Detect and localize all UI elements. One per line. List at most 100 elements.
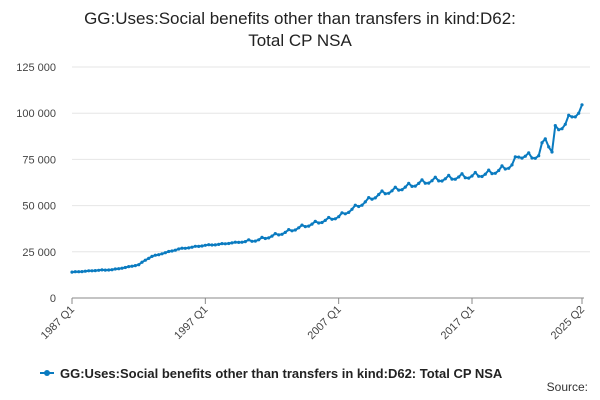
- data-point: [270, 234, 274, 238]
- data-point: [517, 155, 521, 159]
- data-point: [77, 270, 81, 274]
- data-point: [523, 154, 527, 158]
- data-point: [190, 245, 194, 249]
- data-point: [480, 174, 484, 179]
- data-point: [323, 218, 327, 222]
- data-point: [193, 244, 197, 248]
- data-point: [243, 240, 247, 244]
- data-point: [307, 224, 311, 228]
- data-point: [403, 185, 407, 189]
- data-point: [120, 266, 124, 270]
- data-point: [203, 243, 207, 247]
- data-point: [133, 264, 137, 268]
- data-point: [460, 172, 464, 176]
- x-tick-label: 2017 Q1: [439, 304, 477, 342]
- source-label: Source:: [546, 380, 588, 394]
- data-point: [367, 196, 371, 200]
- data-point: [573, 115, 577, 119]
- data-point: [180, 246, 184, 250]
- data-point: [280, 232, 284, 236]
- data-point: [310, 222, 314, 226]
- data-point: [223, 242, 227, 246]
- data-point: [537, 154, 541, 158]
- data-point: [390, 189, 394, 193]
- data-point: [253, 239, 257, 243]
- data-point: [453, 177, 457, 181]
- data-point: [277, 233, 281, 237]
- data-point: [163, 251, 167, 255]
- x-tick-label: 2025 Q2: [549, 304, 587, 342]
- data-point: [447, 173, 451, 177]
- data-point: [467, 176, 471, 180]
- data-point: [113, 267, 117, 271]
- data-point: [240, 240, 244, 244]
- axis-layer: 0 25 000 50 000 75 000 100 000 125 000 1987 Q1…: [16, 62, 587, 342]
- data-point: [230, 241, 234, 245]
- legend-label: GG:Uses:Social benefits other than trans…: [60, 365, 503, 381]
- data-point: [437, 179, 441, 183]
- data-point: [283, 230, 287, 234]
- data-point: [263, 236, 267, 241]
- data-point: [343, 212, 347, 216]
- y-tick-label: 0: [50, 293, 56, 305]
- y-tick-label: 50 000: [22, 201, 56, 213]
- data-point: [353, 203, 357, 207]
- data-point: [83, 269, 87, 273]
- data-point: [430, 179, 434, 183]
- data-point: [220, 242, 224, 246]
- data-point: [97, 268, 101, 272]
- data-point: [493, 171, 497, 175]
- series-layer: [70, 103, 584, 274]
- x-tick-label: 2007 Q1: [305, 304, 343, 342]
- y-tick-label: 75 000: [22, 154, 56, 166]
- data-point: [147, 256, 151, 260]
- data-point: [237, 240, 241, 244]
- data-point: [410, 184, 414, 188]
- data-point: [570, 115, 574, 119]
- data-point: [387, 191, 391, 195]
- data-point: [487, 168, 491, 172]
- data-point: [250, 239, 254, 243]
- data-point: [470, 174, 474, 178]
- data-point: [183, 246, 187, 250]
- data-point: [540, 141, 544, 145]
- data-point: [557, 128, 561, 132]
- data-point: [513, 155, 517, 159]
- data-point: [500, 164, 504, 168]
- y-tick-label: 125 000: [16, 62, 56, 74]
- data-point: [440, 179, 444, 183]
- data-point: [520, 156, 524, 160]
- data-point: [197, 244, 201, 248]
- data-point: [577, 111, 581, 115]
- data-point: [93, 269, 97, 273]
- legend[interactable]: GG:Uses:Social benefits other than trans…: [40, 364, 600, 382]
- data-point: [140, 260, 144, 264]
- data-point: [373, 196, 377, 200]
- data-point: [530, 156, 534, 160]
- data-point: [490, 172, 494, 176]
- data-point: [427, 181, 431, 185]
- data-point: [543, 137, 547, 141]
- data-point: [413, 184, 417, 188]
- data-point: [397, 188, 401, 192]
- data-point: [247, 238, 251, 242]
- data-point: [340, 211, 344, 215]
- data-point: [350, 207, 354, 211]
- data-point: [177, 247, 181, 251]
- data-point: [337, 215, 341, 219]
- legend-swatch: [40, 370, 54, 376]
- data-point: [90, 269, 94, 273]
- data-point: [233, 240, 237, 244]
- chart-title-line-1: GG:Uses:Social benefits other than trans…: [84, 9, 516, 28]
- data-point: [213, 243, 217, 247]
- data-point: [477, 174, 481, 178]
- data-point: [547, 145, 551, 149]
- data-point: [567, 113, 571, 117]
- data-point: [550, 150, 554, 154]
- data-point: [377, 192, 381, 197]
- data-point: [503, 167, 507, 171]
- data-point: [290, 229, 294, 233]
- x-tick-label: 1987 Q1: [39, 304, 77, 342]
- data-point: [380, 189, 384, 193]
